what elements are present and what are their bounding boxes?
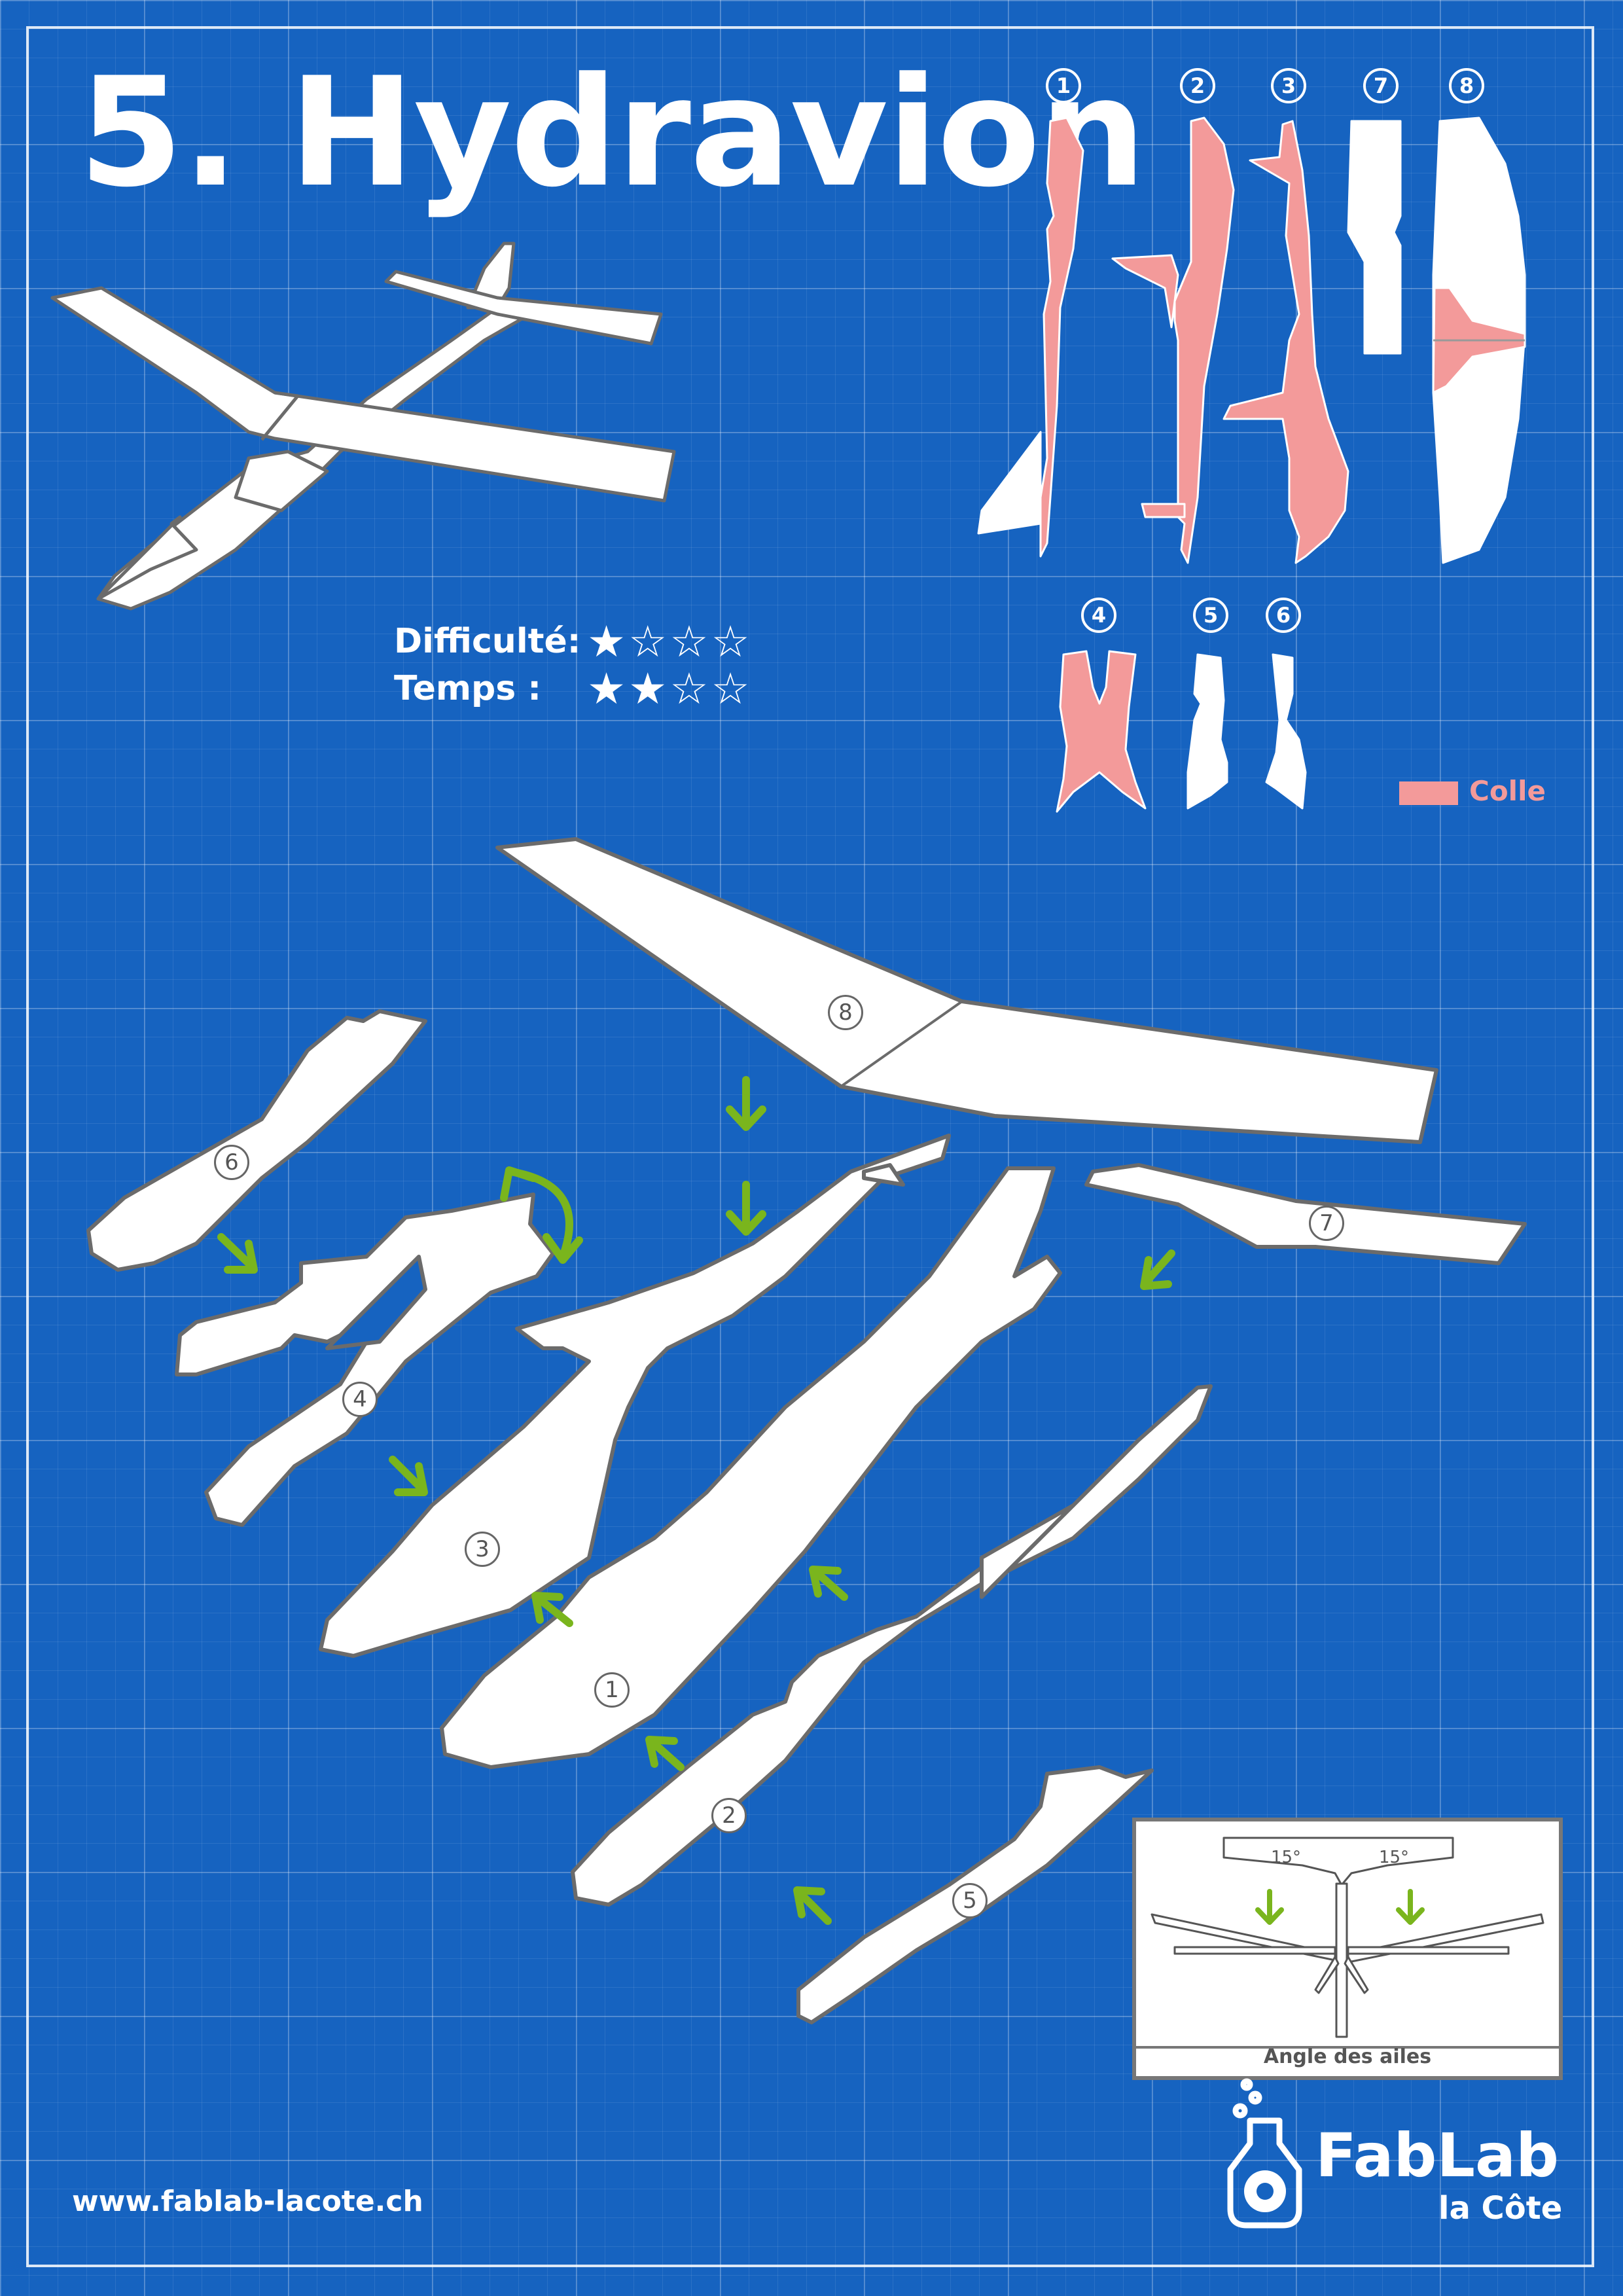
overview-label-7: 7: [1363, 68, 1399, 103]
overview-part-3: [1222, 120, 1349, 564]
glue-legend-label: Colle: [1469, 775, 1546, 807]
assembly-part-7: [1084, 1163, 1527, 1265]
page-title: 5. Hydravion: [79, 46, 1147, 221]
assembly-part-8: [495, 837, 1438, 1144]
assembly-part-1: [440, 1166, 1062, 1769]
logo-subtitle: la Côte: [1438, 2190, 1563, 2227]
overview-part-1: [1039, 117, 1084, 558]
assembly-label-6: 6: [214, 1145, 249, 1180]
website-link[interactable]: www.fablab-lacote.ch: [72, 2185, 423, 2218]
difficulty-label: Difficulté:: [394, 622, 581, 661]
assembly-label-5: 5: [952, 1883, 988, 1918]
overview-label-8: 8: [1449, 68, 1484, 103]
inset-angle-left: 15°: [1271, 1848, 1301, 1867]
overview-part-4: [1056, 650, 1147, 813]
page-frame: [26, 26, 1594, 2267]
overview-label-3: 3: [1271, 68, 1306, 103]
assembly-label-4: 4: [342, 1382, 378, 1417]
assembly-part-3: [319, 1134, 951, 1658]
overview-label-2: 2: [1180, 68, 1215, 103]
overview-part-7: [1347, 120, 1402, 355]
logo-name: FabLab: [1315, 2121, 1559, 2191]
assembly-label-8: 8: [828, 995, 863, 1030]
assembly-part-6: [86, 1009, 427, 1272]
overview-part-5: [1186, 653, 1228, 810]
overview-label-4: 4: [1081, 598, 1116, 633]
assembly-label-7: 7: [1309, 1206, 1344, 1241]
overview-label-6: 6: [1266, 598, 1301, 633]
glue-legend-swatch: [1399, 781, 1458, 805]
time-stars: ★★☆☆: [587, 664, 753, 714]
inset-angle-right: 15°: [1379, 1848, 1409, 1867]
assembly-label-2: 2: [711, 1798, 747, 1833]
assembly-label-1: 1: [594, 1672, 630, 1708]
assembly-label-3: 3: [465, 1532, 500, 1567]
overview-part-6: [1265, 653, 1307, 810]
overview-label-5: 5: [1193, 598, 1228, 633]
inset-caption: Angle des ailes: [1263, 2045, 1432, 2068]
overview-label-1: 1: [1046, 68, 1081, 103]
overview-part-2: [1173, 117, 1235, 564]
assembly-part-2: [571, 1384, 1213, 1907]
difficulty-stars: ★☆☆☆: [587, 617, 753, 667]
time-label: Temps :: [394, 669, 542, 708]
